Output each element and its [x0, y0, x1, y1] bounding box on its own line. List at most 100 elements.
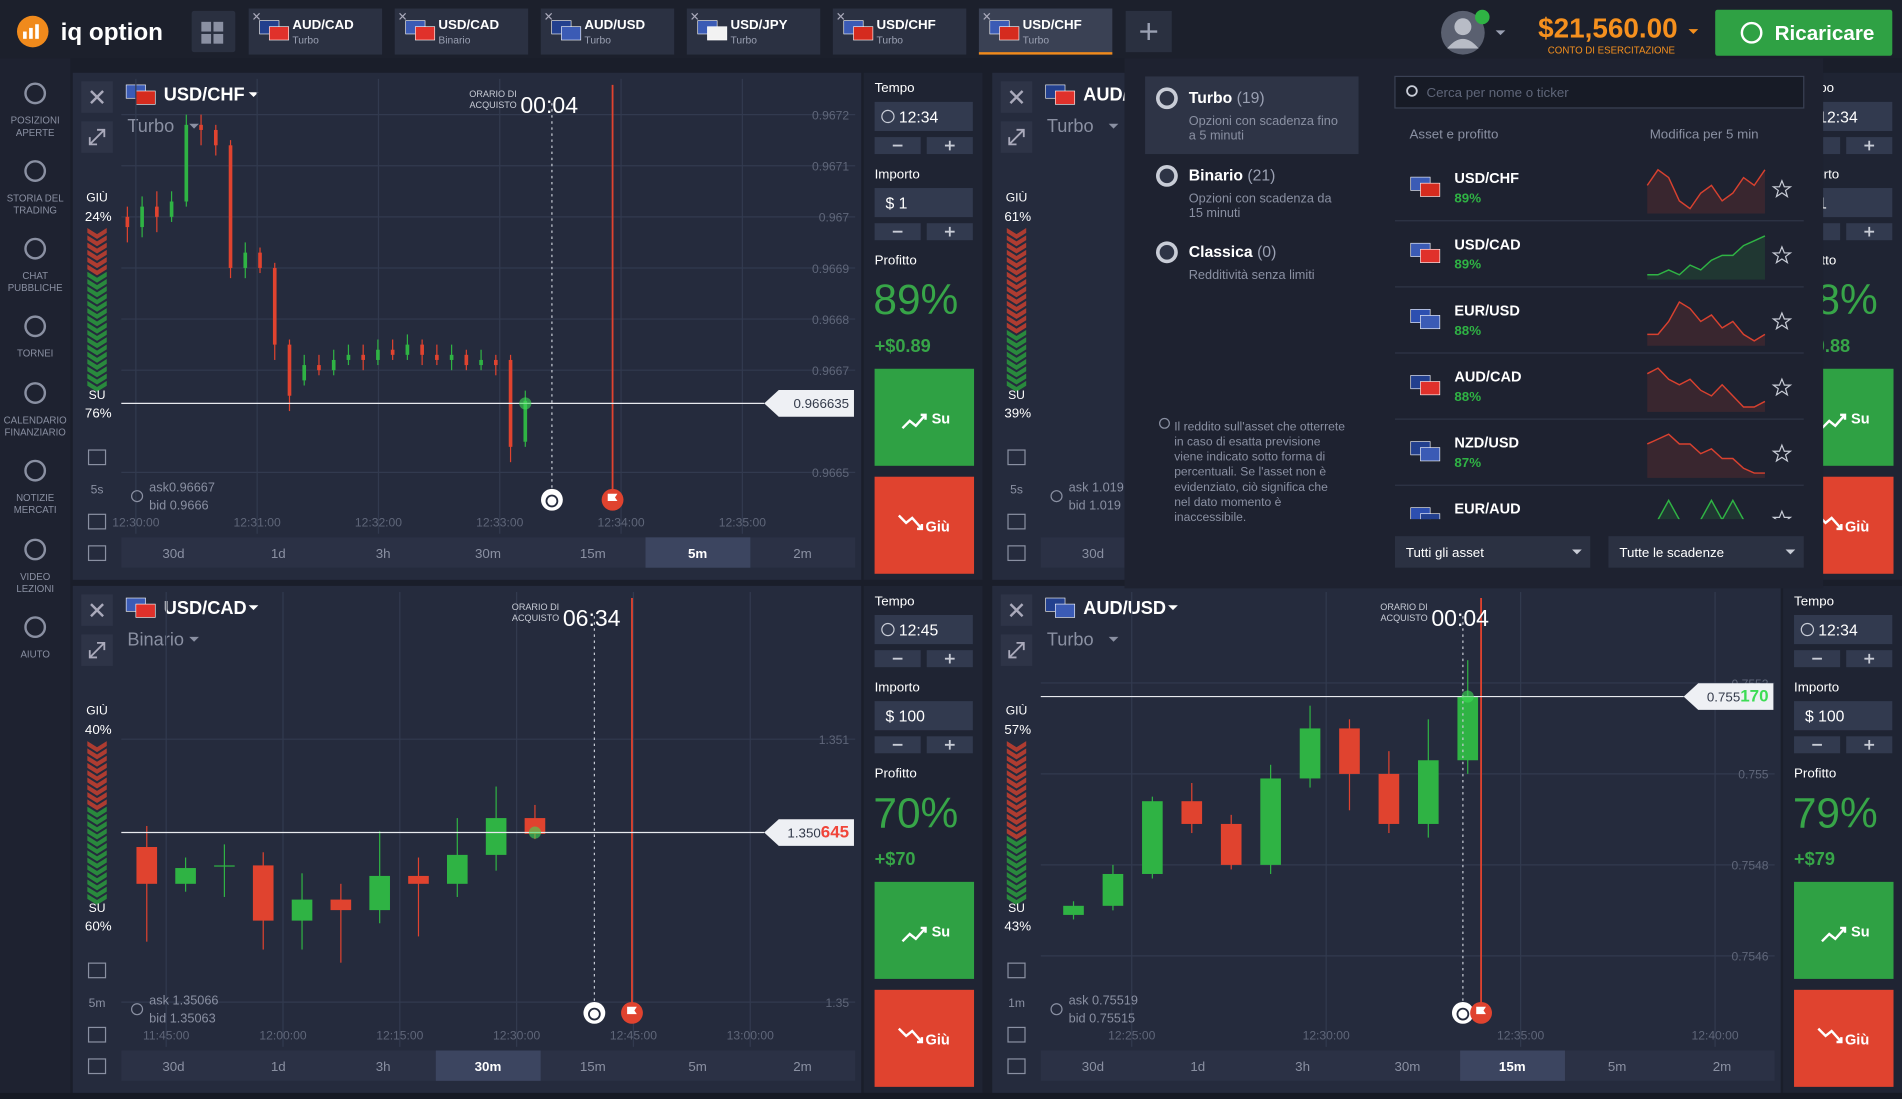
asset-name[interactable]: USD/CAD	[164, 598, 247, 618]
candle-interval[interactable]: 5m	[89, 996, 106, 1010]
chart-tool[interactable]	[87, 1026, 107, 1043]
amount-input[interactable]	[874, 701, 973, 731]
sidebar-icon[interactable]	[24, 82, 47, 105]
chart-tool[interactable]	[1007, 962, 1026, 979]
timeframe-button[interactable]: 1d	[271, 1059, 286, 1074]
timeframe-button[interactable]: 5m	[688, 546, 707, 561]
option-mode[interactable]: Turbo	[1047, 116, 1094, 136]
tab-close[interactable]	[253, 12, 261, 20]
asset-name[interactable]: USD/CHF	[164, 85, 245, 105]
search-box[interactable]	[1394, 75, 1805, 109]
sidebar-label[interactable]: FINANZIARIO	[4, 427, 66, 438]
sidebar-icon[interactable]	[24, 538, 47, 561]
timeframe-button[interactable]: 5m	[688, 1059, 707, 1074]
timeframe-button[interactable]: 30d	[162, 546, 184, 561]
chart-tool[interactable]	[87, 449, 107, 466]
sentiment-chevron	[1006, 337, 1027, 349]
sentiment-chevron	[1006, 300, 1027, 312]
timeframe-button[interactable]: 2m	[793, 1059, 812, 1074]
candle-body	[330, 899, 352, 911]
sidebar-label[interactable]: CALENDARIO	[4, 415, 67, 426]
option-mode[interactable]: Turbo	[127, 116, 174, 136]
option-mode[interactable]: Binario	[127, 629, 184, 649]
chart-tool[interactable]	[87, 962, 107, 979]
chart-tool[interactable]	[1007, 513, 1026, 530]
tab-close[interactable]	[691, 12, 699, 20]
chart-tool[interactable]	[1007, 1058, 1026, 1075]
down-label: GIÙ	[86, 189, 108, 204]
up-label: SU	[1008, 388, 1025, 402]
timeframe-button[interactable]: 15m	[580, 546, 606, 561]
timeframe-button[interactable]: 15m	[1499, 1059, 1526, 1074]
chart-tool[interactable]	[1007, 449, 1026, 466]
sidebar-label[interactable]: MERCATI	[14, 505, 57, 516]
sidebar-icon[interactable]	[24, 315, 47, 338]
timeframe-button[interactable]: 15m	[580, 1059, 606, 1074]
timeframe-button[interactable]: 30d	[162, 1059, 184, 1074]
current-price: 1.350645	[787, 822, 849, 841]
chart-tool[interactable]	[1007, 545, 1026, 562]
timeframe-button[interactable]: 30m	[475, 1059, 502, 1074]
sidebar-icon[interactable]	[24, 616, 47, 639]
sidebar-icon[interactable]	[24, 160, 47, 182]
clock-icon	[881, 109, 895, 124]
put-button[interactable]	[874, 476, 975, 574]
tab-close[interactable]	[545, 12, 553, 20]
sidebar-label[interactable]: LEZIONI	[16, 584, 54, 595]
chart-tool[interactable]	[1007, 1026, 1026, 1043]
filter-dropdown[interactable]	[1608, 536, 1804, 568]
favorite-star[interactable]	[1771, 245, 1793, 265]
sidebar-label[interactable]: VIDEO	[20, 572, 51, 583]
put-button[interactable]	[1794, 989, 1894, 1087]
timeframe-button[interactable]: 30m	[1394, 1059, 1420, 1074]
time-input[interactable]	[1794, 615, 1893, 645]
timeframe-button[interactable]: 5m	[1608, 1059, 1627, 1074]
sidebar-label[interactable]: POSIZIONI	[11, 116, 60, 127]
sidebar-label[interactable]: TRADING	[13, 205, 57, 216]
candle-interval[interactable]: 1m	[1008, 996, 1025, 1010]
sidebar-label[interactable]: NOTIZIE	[16, 493, 55, 504]
timeframe-button[interactable]: 2m	[793, 546, 812, 561]
candle-interval[interactable]: 5s	[91, 483, 104, 497]
sidebar-label[interactable]: PUBBLICHE	[8, 283, 63, 294]
timeframe-button[interactable]: 30d	[1082, 1059, 1104, 1074]
chart-tool[interactable]	[87, 1058, 107, 1075]
favorite-star[interactable]	[1771, 377, 1793, 397]
timeframe-button[interactable]: 30d	[1082, 546, 1104, 561]
tab-close[interactable]	[837, 12, 845, 20]
timeframe-button[interactable]: 3h	[1295, 1059, 1310, 1074]
timeframe-button[interactable]: 2m	[1713, 1059, 1732, 1074]
candle-body	[1260, 778, 1281, 865]
timeframe-button[interactable]: 1d	[271, 546, 286, 561]
chart-tool[interactable]	[87, 513, 107, 530]
sidebar-label[interactable]: TORNEI	[17, 349, 53, 360]
candle-interval[interactable]: 5s	[1010, 483, 1023, 497]
sidebar-icon[interactable]	[24, 237, 47, 260]
time-input[interactable]	[874, 615, 973, 645]
timeframe-button[interactable]: 3h	[376, 546, 391, 561]
sidebar-label[interactable]: APERTE	[16, 128, 55, 139]
amount-input[interactable]	[1794, 701, 1893, 731]
sidebar-label[interactable]: AIUTO	[20, 649, 50, 660]
tab-close[interactable]	[983, 12, 991, 20]
sidebar-label[interactable]: CHAT	[22, 271, 48, 282]
tab-close[interactable]	[399, 12, 407, 20]
favorite-star[interactable]	[1771, 443, 1793, 463]
amount-input[interactable]	[874, 188, 973, 218]
chart-tool[interactable]	[87, 545, 107, 562]
timeframe-button[interactable]: 1d	[1190, 1059, 1205, 1074]
sidebar-icon[interactable]	[24, 459, 47, 482]
asset-name[interactable]: AUD/USD	[1083, 598, 1166, 618]
put-button[interactable]	[874, 989, 975, 1087]
sidebar-label[interactable]: STORIA DEL	[7, 193, 65, 204]
filter-dropdown[interactable]	[1394, 536, 1591, 568]
sidebar-icon[interactable]	[24, 382, 47, 404]
time-input[interactable]	[874, 101, 973, 132]
favorite-star[interactable]	[1771, 509, 1793, 527]
option-mode[interactable]: Turbo	[1047, 629, 1094, 649]
favorite-star[interactable]	[1771, 311, 1793, 331]
timeframe-button[interactable]: 3h	[376, 1059, 391, 1074]
favorite-star[interactable]	[1771, 179, 1793, 198]
deposit-button[interactable]	[1715, 9, 1893, 56]
timeframe-button[interactable]: 30m	[475, 546, 501, 561]
